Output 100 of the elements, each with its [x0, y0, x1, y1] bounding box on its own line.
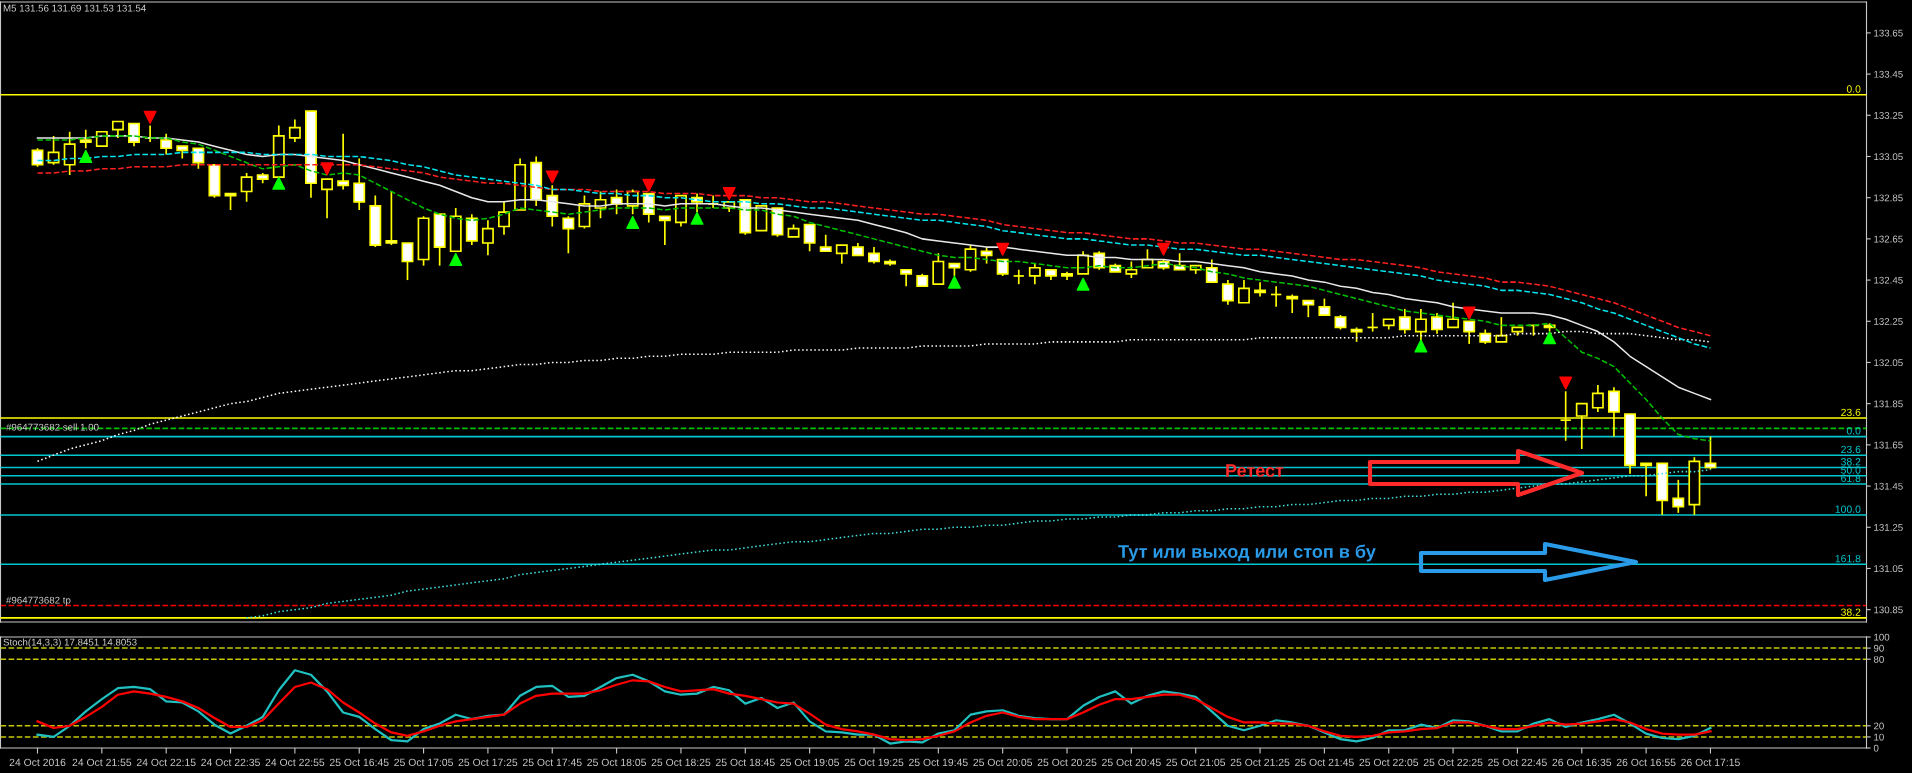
- line-series: [36, 679, 1712, 742]
- candlestick: [240, 172, 253, 203]
- candlestick: [1447, 301, 1460, 329]
- x-tick-label: 25 Oct 17:25: [458, 758, 518, 767]
- candlestick: [192, 147, 205, 170]
- x-tick-label: 25 Oct 20:45: [1102, 758, 1161, 767]
- x-tick-label: 24 Oct 22:35: [201, 758, 260, 767]
- candlestick: [288, 118, 301, 143]
- x-tick-label: 25 Oct 17:05: [394, 758, 453, 767]
- candlestick: [385, 190, 398, 246]
- candlestick: [1012, 268, 1025, 286]
- x-tick-label: 25 Oct 22:25: [1423, 758, 1483, 767]
- y-tick-label: 131.05: [1874, 565, 1903, 573]
- y-tick-label: 100: [1874, 633, 1890, 641]
- point: [143, 110, 157, 124]
- point: [1559, 376, 1573, 390]
- annotation: Stoch(14,3,3) 17.8451 14.8053: [3, 638, 137, 648]
- y-tick-label: 133.25: [1874, 112, 1903, 119]
- y-tick-label: 133.45: [1874, 70, 1903, 78]
- candlestick: [932, 252, 945, 286]
- x-tick-label: 25 Oct 20:25: [1037, 758, 1097, 767]
- annotation: 38.2: [1841, 608, 1861, 616]
- annotation: 161.8: [1835, 554, 1861, 563]
- y-tick-label: 132.85: [1874, 194, 1903, 202]
- x-tick-label: 24 Oct 2016: [9, 758, 66, 767]
- point: [722, 187, 736, 201]
- candlestick: [128, 122, 140, 148]
- candlestick: [1221, 279, 1234, 306]
- point: [1462, 306, 1476, 320]
- annotation: 38.2: [1841, 458, 1861, 466]
- candlestick: [481, 219, 494, 257]
- x-tick-label: 25 Oct 19:05: [780, 758, 840, 767]
- y-tick-label: 10: [1874, 733, 1884, 741]
- x-tick-label: 25 Oct 21:25: [1230, 758, 1290, 767]
- x-tick-label: 25 Oct 17:45: [522, 758, 582, 767]
- x-tick-label: 25 Oct 19:45: [909, 758, 968, 767]
- annotation: 0.0: [1846, 427, 1861, 435]
- x-tick-label: 25 Oct 21:45: [1295, 758, 1354, 767]
- annotation: 23.6: [1841, 445, 1861, 454]
- candlestick: [160, 132, 173, 156]
- x-tick-label: 24 Oct 22:15: [136, 758, 196, 767]
- x-tick-label: 26 Oct 17:15: [1681, 758, 1740, 767]
- y-tick-label: 133.05: [1874, 153, 1903, 161]
- candlestick: [321, 178, 334, 220]
- annotation: 0.0: [1846, 85, 1861, 93]
- y-tick-label: 80: [1873, 655, 1884, 663]
- candlestick: [63, 130, 76, 176]
- annotation: Ретест: [1226, 464, 1284, 477]
- candlestick: [1237, 279, 1250, 304]
- x-tick-label: 25 Oct 19:25: [844, 758, 904, 767]
- x-tick-label: 25 Oct 22:45: [1488, 758, 1547, 767]
- candlestick: [1704, 435, 1717, 471]
- point: [449, 252, 463, 266]
- x-tick-label: 25 Oct 18:05: [587, 758, 646, 767]
- point: [1157, 242, 1171, 256]
- annotation: 23.6: [1841, 408, 1861, 417]
- x-tick-label: 24 Oct 22:55: [265, 758, 325, 767]
- x-tick-label: 25 Oct 22:05: [1359, 758, 1419, 767]
- point: [1543, 331, 1557, 345]
- annotation: #964773682 tp: [6, 596, 71, 606]
- annotation: 100.0: [1835, 505, 1861, 513]
- y-tick-label: 90: [1873, 644, 1884, 652]
- x-tick-label: 25 Oct 20:05: [973, 758, 1033, 767]
- y-tick-label: 131.25: [1874, 523, 1903, 531]
- y-tick-label: 131.85: [1874, 400, 1903, 408]
- point: [996, 242, 1010, 256]
- point: [642, 178, 656, 192]
- candlestick: [1495, 316, 1508, 343]
- point: [1414, 339, 1428, 353]
- x-tick-label: 26 Oct 16:35: [1552, 758, 1612, 767]
- point: [272, 176, 286, 190]
- candlestick: [1591, 384, 1604, 413]
- candlestick: [562, 215, 575, 255]
- point: [626, 215, 640, 229]
- candlestick: [401, 242, 414, 281]
- y-tick-label: 130.85: [1874, 606, 1903, 614]
- y-tick-label: 132.05: [1874, 359, 1903, 367]
- candlestick: [79, 128, 92, 150]
- candlestick: [658, 215, 671, 246]
- line-series: [36, 669, 1712, 745]
- point: [690, 211, 704, 225]
- candlestick: [337, 132, 350, 191]
- x-tick-label: 24 Oct 21:55: [72, 758, 132, 767]
- point: [947, 275, 961, 289]
- y-tick-label: 131.65: [1874, 441, 1903, 449]
- point: [545, 170, 559, 184]
- y-tick-label: 132.45: [1874, 276, 1903, 284]
- y-tick-label: 132.65: [1874, 235, 1903, 243]
- candlestick: [1077, 250, 1090, 275]
- x-tick-label: 25 Oct 16:45: [329, 758, 389, 767]
- point: [79, 149, 93, 163]
- candlestick: [1028, 262, 1041, 286]
- x-tick-label: 25 Oct 18:45: [715, 758, 775, 767]
- x-tick-label: 25 Oct 18:25: [651, 758, 711, 767]
- y-tick-label: 132.25: [1874, 318, 1903, 325]
- candlestick: [1205, 258, 1218, 283]
- y-tick-label: 131.45: [1874, 482, 1903, 490]
- candlestick: [803, 223, 816, 253]
- annotation: M5 131.56 131.69 131.53 131.54: [3, 4, 146, 12]
- candlestick: [31, 147, 44, 168]
